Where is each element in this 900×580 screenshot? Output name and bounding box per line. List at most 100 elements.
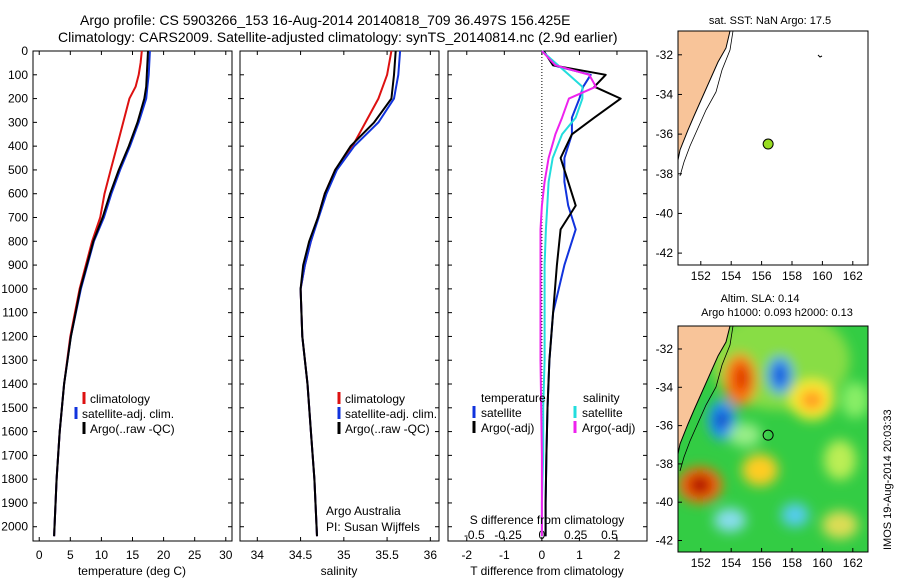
legend-title-salinity: salinity bbox=[583, 391, 620, 405]
x-tick-label: 0 bbox=[539, 548, 546, 562]
x-tick-label: 36 bbox=[424, 548, 438, 562]
depth-tick-label: 1500 bbox=[1, 401, 28, 415]
map-lat-label: -32 bbox=[656, 342, 674, 356]
depth-tick-label: 1200 bbox=[1, 329, 28, 343]
difference-x-axis: -2 -1 0 1 2-0.5 -0.25 0 0.25 0.5 bbox=[461, 51, 621, 562]
map-lat-label: -34 bbox=[656, 87, 674, 101]
map-lat-label: -42 bbox=[656, 534, 674, 548]
depth-tick-label: 1100 bbox=[2, 306, 28, 320]
series-line-s-argo-adj bbox=[539, 50, 597, 537]
depth-tick-label: 400 bbox=[8, 139, 28, 153]
s-diff-tick-label: 0.5 bbox=[601, 528, 618, 542]
sla-map bbox=[678, 326, 868, 552]
legend-label-s-satellite: satellite bbox=[582, 406, 623, 420]
depth-tick-label: 300 bbox=[8, 115, 28, 129]
argo-australia-label: Argo Australia bbox=[326, 504, 401, 518]
x-tick-label: 34.5 bbox=[289, 548, 313, 562]
temperature-panel-frame bbox=[32, 50, 233, 542]
depth-tick-label: 500 bbox=[8, 163, 28, 177]
depth-tick-label: 1300 bbox=[1, 353, 28, 367]
x-tick-label: 35.5 bbox=[375, 548, 399, 562]
map-lon-label: 154 bbox=[721, 556, 741, 570]
map-lon-label: 160 bbox=[812, 556, 832, 570]
argo-float-marker bbox=[762, 138, 774, 150]
difference-panel-frame bbox=[447, 50, 648, 542]
x-tick-label: 20 bbox=[157, 548, 171, 562]
depth-tick-label: 1600 bbox=[1, 425, 28, 439]
legend-label-t-satellite: satellite bbox=[481, 406, 522, 420]
series-line-satellite-adj-clim bbox=[299, 50, 402, 537]
temperature-series bbox=[53, 50, 151, 537]
depth-tick-label: 1700 bbox=[1, 448, 28, 462]
difference-series bbox=[539, 50, 622, 537]
legend-title-temperature: temperature bbox=[481, 391, 546, 405]
legend-label-s-argo: Argo(-adj) bbox=[582, 421, 635, 435]
map-lon-label: 156 bbox=[752, 556, 772, 570]
map-lon-label: 158 bbox=[782, 556, 802, 570]
map-lon-label: 152 bbox=[691, 269, 711, 283]
land-australia bbox=[678, 326, 731, 455]
temperature-legend: climatology satellite-adj. clim. Argo(..… bbox=[74, 392, 175, 436]
s-diff-tick-label: -0.5 bbox=[464, 528, 485, 542]
depth-tick-label: 200 bbox=[8, 92, 28, 106]
depth-tick-label: 1400 bbox=[1, 377, 28, 391]
series-line-satellite-adj-clim bbox=[53, 50, 151, 537]
sst-map bbox=[678, 31, 868, 265]
x-tick-label: 0 bbox=[36, 548, 43, 562]
map-lat-label: -34 bbox=[656, 380, 674, 394]
map-lat-label: -36 bbox=[656, 419, 674, 433]
temperature-x-label: temperature (deg C) bbox=[78, 564, 186, 578]
x-tick-label: 2 bbox=[614, 548, 621, 562]
legend-label-argo: Argo(..raw -QC) bbox=[345, 422, 430, 436]
salinity-x-label: salinity bbox=[321, 564, 358, 578]
map-lon-label: 154 bbox=[721, 269, 741, 283]
sla-map-axes: 152 154 156 158 160 162 -32 -34 -36 -38 -40 -42 bbox=[656, 342, 863, 570]
map-lat-label: -36 bbox=[656, 127, 674, 141]
depth-tick-label: 800 bbox=[8, 234, 28, 248]
land-australia bbox=[678, 31, 731, 161]
difference-s-x-label: S difference from climatology bbox=[470, 513, 625, 527]
depth-tick-label: 700 bbox=[8, 211, 28, 225]
map-lon-label: 158 bbox=[782, 269, 802, 283]
salinity-panel-frame bbox=[239, 50, 440, 542]
series-line-argo-raw-qc bbox=[299, 50, 397, 537]
x-tick-label: 1 bbox=[576, 548, 583, 562]
map-lat-label: -42 bbox=[656, 246, 674, 260]
series-line-argo-raw-qc bbox=[53, 50, 149, 537]
sst-map-axes: 152 154 156 158 160 162 -32 -34 -36 -38 -40 -42 bbox=[656, 48, 863, 283]
x-tick-label: 15 bbox=[126, 548, 140, 562]
x-tick-label: -2 bbox=[461, 548, 472, 562]
salinity-series bbox=[299, 50, 402, 537]
s-diff-tick-label: 0.25 bbox=[564, 528, 588, 542]
depth-contour bbox=[679, 31, 734, 177]
s-diff-tick-label: -0.25 bbox=[494, 528, 522, 542]
depth-tick-label: 600 bbox=[8, 187, 28, 201]
sst-map-frame bbox=[677, 30, 869, 266]
sla-map-frame bbox=[677, 325, 869, 553]
map-lon-label: 162 bbox=[843, 269, 863, 283]
legend-label-climatology: climatology bbox=[345, 392, 405, 406]
map-lat-label: -40 bbox=[656, 206, 674, 220]
map-lon-label: 162 bbox=[843, 556, 863, 570]
series-line-s-satellite bbox=[540, 50, 584, 537]
depth-axis: 0 100 200 300 400 500 600 700 800 900 1000 1100 1200… bbox=[1, 44, 647, 534]
header-title-line1: Argo profile: CS 5903266_153 16-Aug-2014… bbox=[80, 12, 570, 28]
series-line-climatology bbox=[53, 50, 143, 537]
map-lat-label: -38 bbox=[656, 457, 674, 471]
x-tick-label: 30 bbox=[219, 548, 233, 562]
depth-tick-label: 2000 bbox=[1, 520, 28, 534]
depth-tick-label: 100 bbox=[8, 68, 28, 82]
island-outline bbox=[817, 54, 823, 58]
legend-label-satellite: satellite-adj. clim. bbox=[82, 407, 174, 421]
map-lon-label: 156 bbox=[752, 269, 772, 283]
x-tick-label: 10 bbox=[95, 548, 109, 562]
map-lat-label: -40 bbox=[656, 495, 674, 509]
sla-field-anomalies bbox=[678, 326, 868, 539]
x-tick-label: 34 bbox=[251, 548, 265, 562]
x-tick-label: 5 bbox=[67, 548, 74, 562]
salinity-x-axis: 34 34.5 35 35.5 36 bbox=[251, 51, 438, 562]
x-tick-label: 25 bbox=[188, 548, 202, 562]
difference-legend: temperature salinity satellite Argo(-adj… bbox=[472, 391, 635, 435]
legend-label-t-argo: Argo(-adj) bbox=[481, 421, 534, 435]
